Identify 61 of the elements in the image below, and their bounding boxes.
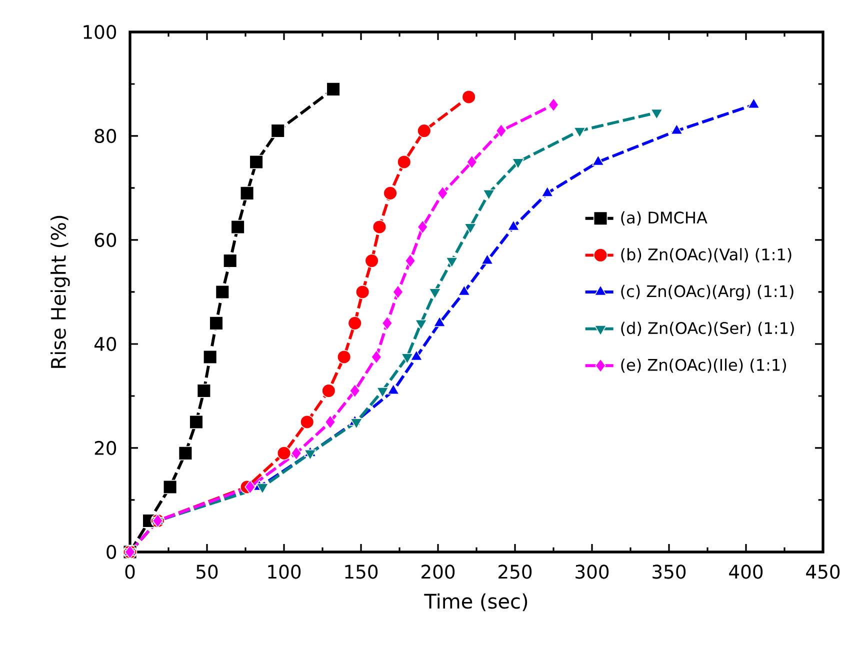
point [196,384,211,398]
point [324,414,336,430]
point [548,98,559,112]
point [162,480,178,494]
point [462,90,476,104]
point [322,384,336,398]
point [404,254,416,268]
point [466,154,478,170]
y-tick-label: 100 [84,24,116,40]
x-tick-label: 450 [806,564,840,579]
point [437,186,448,200]
point [244,480,256,494]
point [249,154,264,170]
point [240,186,254,200]
x-tick-label: 300 [576,564,609,579]
point [364,254,379,268]
point [178,446,193,460]
point [270,124,285,138]
legend-label: (c) Zn(OAc)(Arg) (1:1) [621,284,794,300]
legend-label: (d) Zn(OAc)(Ser) (1:1) [621,322,794,336]
legend-label: (e) Zn(OAc)(Ile) (1:1) [621,358,786,373]
y-tick-label: 80 [94,128,116,144]
x-tick-label: 200 [422,564,455,579]
point [496,124,507,138]
point [417,124,432,138]
point [392,284,404,300]
y-tick-label: 0 [106,544,116,560]
point [223,254,238,268]
point [203,350,218,364]
point [290,446,302,460]
point [382,316,393,330]
x-axis-title: Time (sec) [424,593,528,612]
x-tick-label: 100 [268,564,301,579]
point [276,446,292,460]
x-tick-label: 50 [196,564,218,579]
point [349,384,360,398]
y-tick-label: 20 [94,440,116,456]
legend-label: (a) DMCHA [621,211,708,226]
x-tick-label: 350 [652,564,686,579]
y-tick-label: 40 [94,336,116,352]
point [383,186,398,200]
point [371,350,382,364]
point [348,316,362,330]
point [372,220,387,234]
point [189,414,204,430]
point [355,284,370,300]
y-tick-label: 60 [94,232,116,248]
point [417,220,428,234]
point [336,350,352,364]
point [326,82,340,96]
x-tick-label: 250 [498,564,532,579]
legend-label: (b) Zn(OAc)(Val) (1:1) [621,248,792,262]
x-tick-label: 150 [345,564,378,579]
point [215,284,230,300]
point [300,414,314,430]
point [397,154,412,170]
y-axis-title: Rise Height (%) [50,216,70,368]
point [230,220,245,234]
point [209,316,224,330]
x-tick-label: 0 [125,564,135,579]
x-tick-label: 400 [729,564,763,579]
